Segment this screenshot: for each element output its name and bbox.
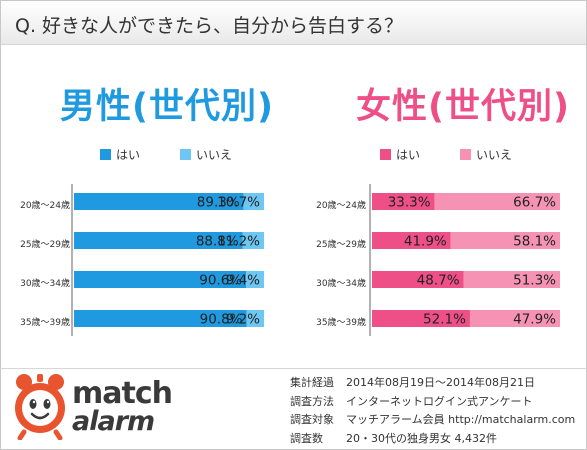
- footer-divider: [0, 368, 587, 369]
- legend-swatch-female-no: [460, 149, 471, 160]
- logo-text-alarm: alarm: [72, 406, 155, 437]
- female-bar-yes: [372, 232, 451, 249]
- legend-swatch-male-no: [180, 149, 191, 160]
- male-legend: はい いいえ: [100, 146, 260, 162]
- survey-key: 調査数: [290, 431, 323, 445]
- male-chart-title: 男性(世代別): [60, 87, 274, 127]
- male-bar-no: [243, 193, 264, 210]
- male-data-label: 89.3%: [197, 195, 240, 211]
- female-category-label: 30歳〜34歳: [316, 279, 366, 289]
- female-data-label: 58.1%: [513, 234, 556, 250]
- male-data-label: 88.8%: [196, 234, 239, 250]
- male-bar-no: [246, 310, 264, 327]
- female-data-label: 33.3%: [388, 195, 431, 211]
- male-bar-no: [246, 271, 264, 288]
- legend-label-male-yes: はい: [116, 148, 141, 162]
- male-category-label: 20歳〜24歳: [20, 201, 70, 211]
- survey-value: 20・30代の独身男女 4,432件: [346, 431, 497, 445]
- female-bar-yes: [372, 310, 470, 327]
- male-category-label: 30歳〜34歳: [20, 279, 70, 289]
- male-bar-yes: [74, 271, 247, 288]
- survey-key: 調査対象: [290, 413, 334, 426]
- survey-key: 調査方法: [290, 394, 334, 408]
- female-data-label: 51.3%: [513, 273, 556, 289]
- female-bar-no: [469, 310, 560, 327]
- female-bar-no: [450, 232, 560, 249]
- legend-label-male-no: いいえ: [196, 148, 233, 162]
- legend-label-female-yes: はい: [396, 148, 421, 162]
- female-data-label: 48.7%: [417, 273, 460, 289]
- female-data-label: 41.9%: [404, 234, 447, 250]
- female-chart-title: 女性(世代別): [356, 87, 570, 127]
- male-data-label: 90.8%: [200, 312, 243, 328]
- legend-swatch-male-yes: [100, 149, 111, 160]
- male-bar-yes: [74, 232, 243, 249]
- survey-key: 集計経過: [290, 376, 334, 389]
- female-data-label: 47.9%: [513, 312, 556, 328]
- female-category-label: 25歳〜29歳: [316, 240, 366, 250]
- survey-value: マッチアラーム会員 http://matchalarm.com: [346, 413, 576, 426]
- male-bar-yes: [74, 310, 247, 327]
- survey-value: インターネットログイン式アンケート: [346, 394, 533, 408]
- male-data-label: 9.4%: [226, 273, 260, 289]
- alarm-clock-icon: [15, 374, 65, 440]
- male-data-label: 9.2%: [226, 312, 260, 328]
- male-bar-no: [242, 232, 264, 249]
- survey-value: 2014年08月19日〜2014年08月21日: [346, 376, 535, 389]
- match-alarm-logo: match alarm: [10, 372, 173, 442]
- header-bar: Q. 好きな人ができたら、自分から告白する？: [1, 1, 586, 45]
- female-category-label: 35歳〜39歳: [316, 318, 366, 328]
- male-data-label: 11.2%: [217, 234, 260, 250]
- female-category-label: 20歳〜24歳: [316, 201, 366, 211]
- female-bar-no: [434, 193, 560, 210]
- female-bar-yes: [372, 193, 435, 210]
- female-data-label: 66.7%: [513, 195, 556, 211]
- legend-label-female-no: いいえ: [476, 148, 513, 162]
- female-data-label: 52.1%: [423, 312, 466, 328]
- male-data-label: 10.7%: [217, 195, 260, 211]
- female-bar-no: [463, 271, 560, 288]
- female-bar-yes: [372, 271, 464, 288]
- female-legend: はい いいえ: [380, 146, 540, 162]
- bar-charts: 89.3%10.7% 88.8%11.2% 90.6%9.4% 90.8%9.2% 33…: [71, 184, 560, 336]
- legend-swatch-female-yes: [380, 149, 391, 160]
- question-title: Q. 好きな人ができたら、自分から告白する？: [15, 15, 404, 37]
- logo-text-match: match: [72, 376, 173, 411]
- male-category-label: 25歳〜29歳: [20, 240, 70, 250]
- male-data-label: 90.6%: [199, 273, 242, 289]
- male-category-label: 35歳〜39歳: [20, 318, 70, 328]
- male-bar-yes: [74, 193, 244, 210]
